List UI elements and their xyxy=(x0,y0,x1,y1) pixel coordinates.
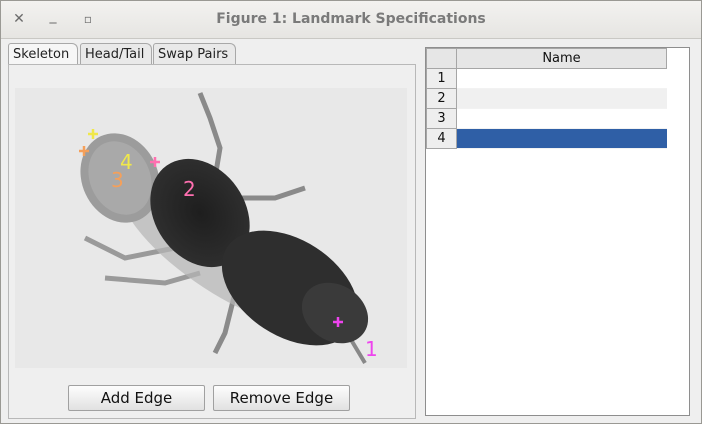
name-cell[interactable] xyxy=(456,68,667,89)
name-column-header[interactable]: Name xyxy=(456,48,667,69)
table-row[interactable]: 3 xyxy=(426,108,667,129)
maximize-icon[interactable]: ▫ xyxy=(83,12,93,26)
table-row[interactable]: 1 xyxy=(426,68,667,89)
fly-image xyxy=(80,92,369,365)
close-icon[interactable]: ✕ xyxy=(13,11,25,27)
row-header[interactable]: 3 xyxy=(426,108,457,129)
tab-head-tail[interactable]: Head/Tail xyxy=(80,43,152,64)
landmark-table: Name 1 2 3 4 xyxy=(426,48,667,149)
landmark-3-marker[interactable] xyxy=(79,146,89,156)
table-row-selected[interactable]: 4 xyxy=(426,128,667,149)
row-header[interactable]: 4 xyxy=(426,128,457,149)
left-panel: Skeleton Head/Tail Swap Pairs xyxy=(4,41,418,421)
name-cell[interactable] xyxy=(456,88,667,109)
row-header[interactable]: 1 xyxy=(426,68,457,89)
table-corner xyxy=(426,48,457,69)
name-cell[interactable] xyxy=(456,128,667,149)
minimize-icon[interactable]: _ xyxy=(49,8,57,24)
table-row[interactable]: 2 xyxy=(426,88,667,109)
landmark-4-label: 4 xyxy=(120,150,133,174)
tab-skeleton[interactable]: Skeleton xyxy=(8,43,78,66)
landmark-1-marker[interactable] xyxy=(333,317,343,327)
tab-swap-pairs[interactable]: Swap Pairs xyxy=(153,43,236,64)
window-title: Figure 1: Landmark Specifications xyxy=(216,11,486,27)
remove-edge-button[interactable]: Remove Edge xyxy=(213,385,350,411)
landmark-2-marker[interactable] xyxy=(150,157,160,167)
title-bar: ✕ _ ▫ Figure 1: Landmark Specifications xyxy=(1,1,701,39)
landmark-1-label: 1 xyxy=(365,337,378,361)
landmark-2-label: 2 xyxy=(183,177,196,201)
landmark-4-marker[interactable] xyxy=(88,129,98,139)
fly-image-canvas[interactable]: 1 2 3 4 xyxy=(15,88,407,368)
name-cell[interactable] xyxy=(456,108,667,129)
row-header[interactable]: 2 xyxy=(426,88,457,109)
add-edge-button[interactable]: Add Edge xyxy=(68,385,205,411)
landmark-table-panel: Name 1 2 3 4 xyxy=(425,47,690,416)
landmark-3-label: 3 xyxy=(111,168,124,192)
